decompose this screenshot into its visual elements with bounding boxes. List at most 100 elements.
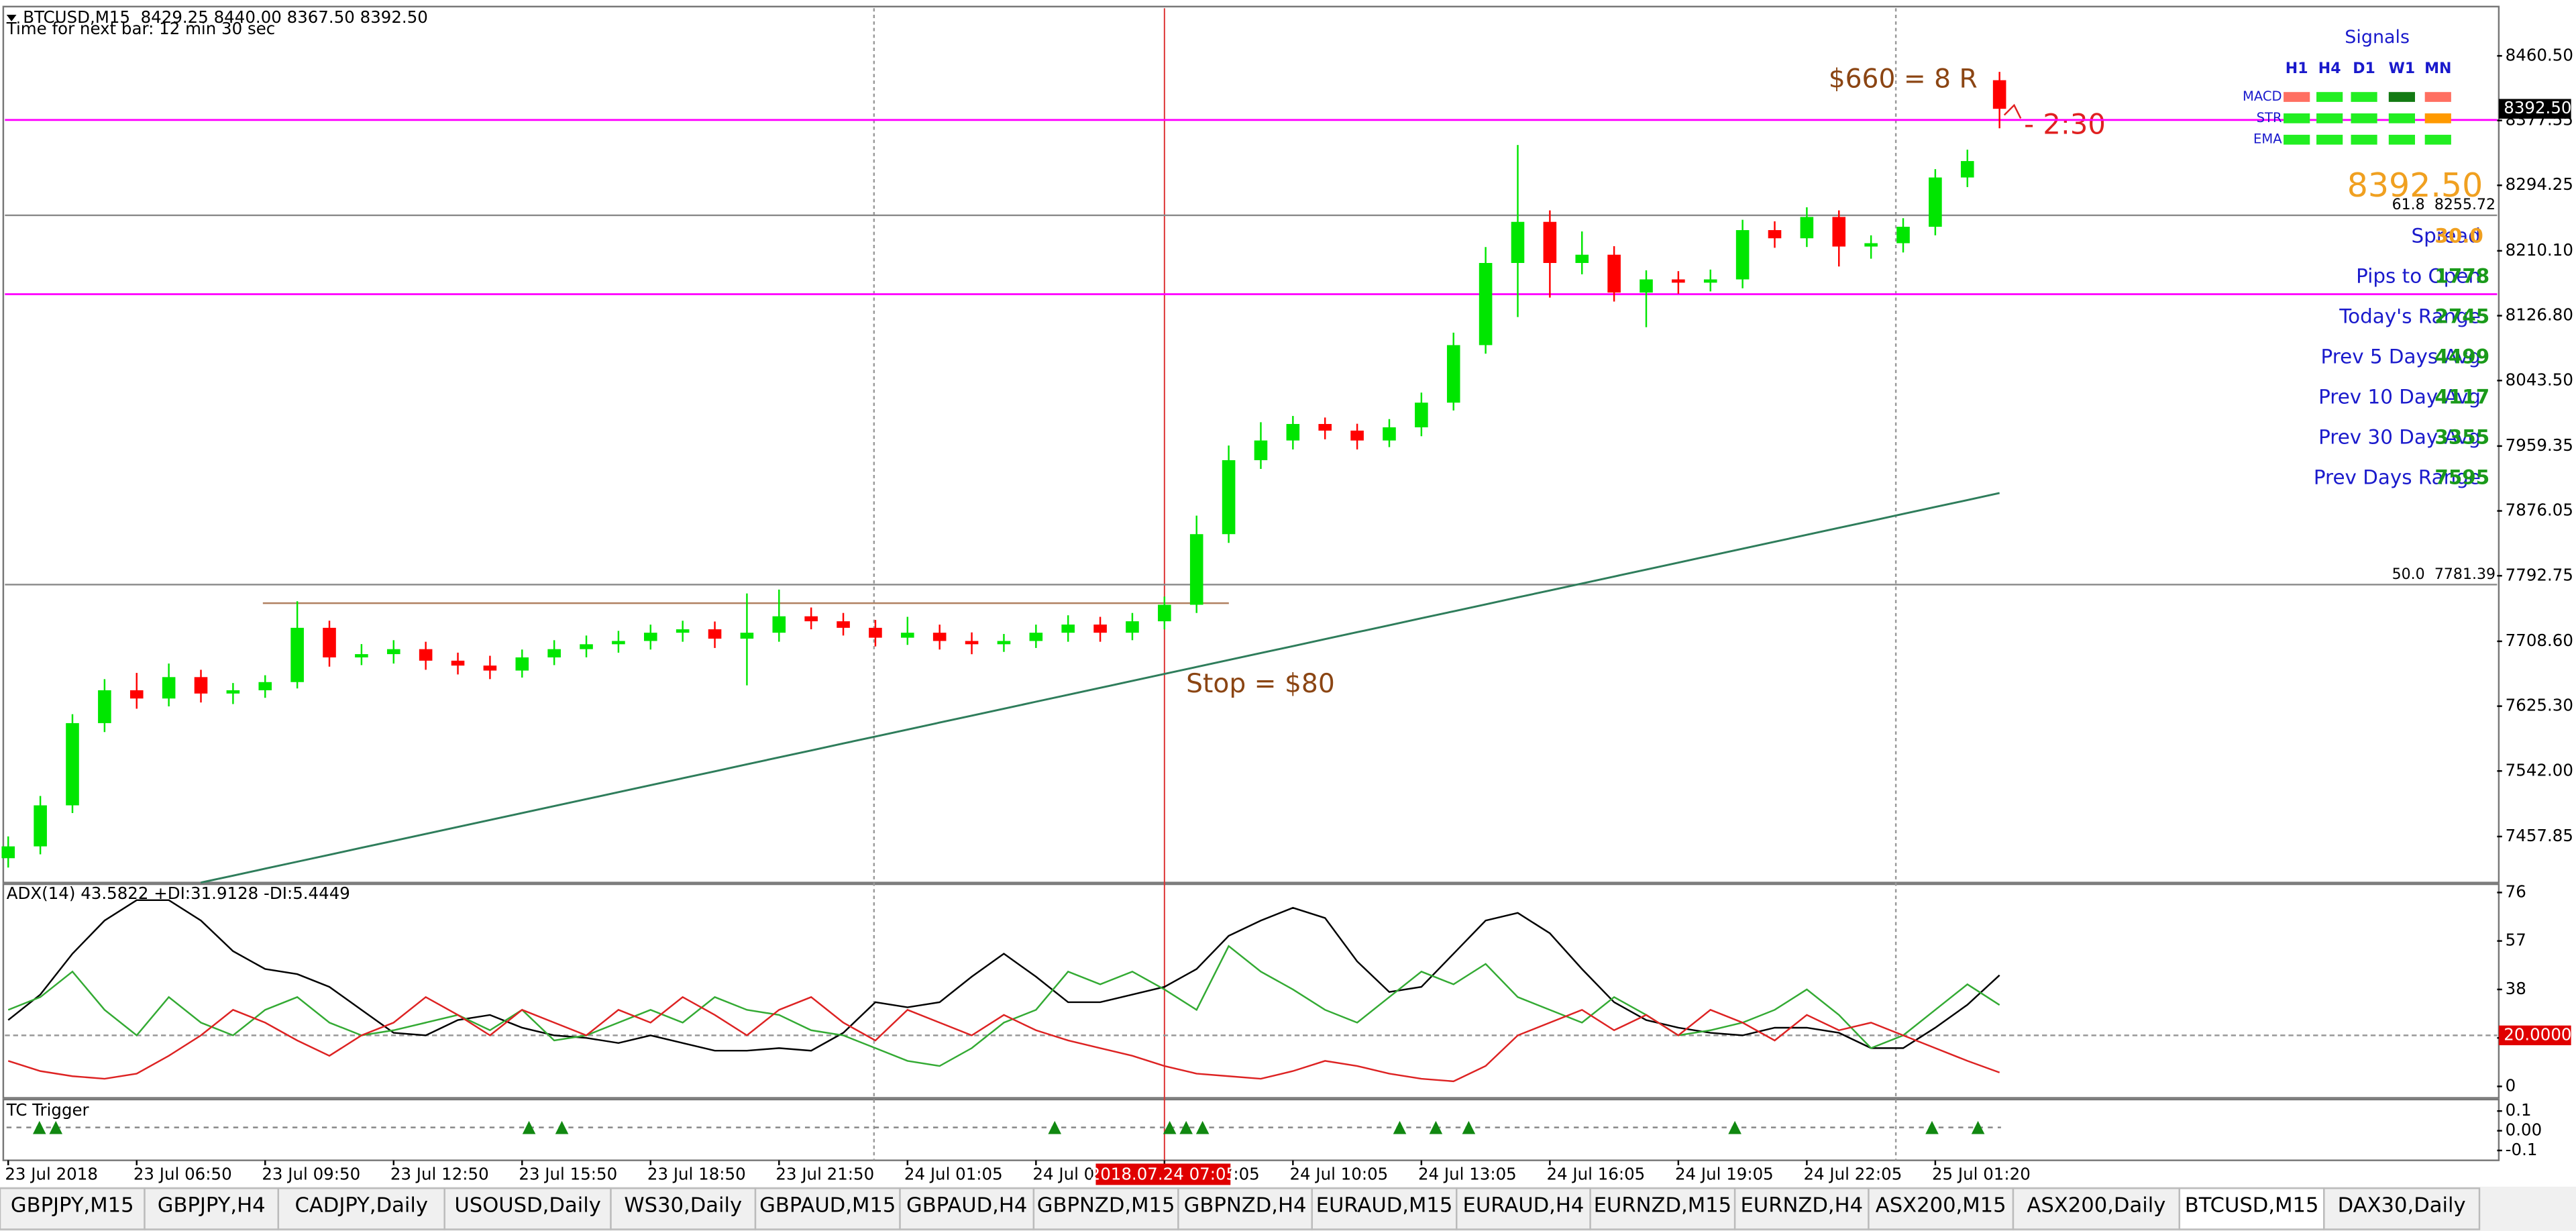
tab-label[interactable]: ASX200,M15: [1876, 1194, 2006, 1218]
x-tick-label: 23 Jul 06:50: [133, 1165, 232, 1184]
x-tick-label: 25 Jul 01:20: [1932, 1165, 2031, 1184]
y-tick-label: 7457.85: [2506, 826, 2573, 845]
tab-label[interactable]: GBPJPY,M15: [11, 1194, 134, 1218]
signal-column: H4: [2318, 60, 2341, 77]
signal-box: [2316, 113, 2343, 123]
tab-background[interactable]: [2323, 1187, 2481, 1230]
tab-background[interactable]: [754, 1187, 901, 1230]
y-tick-label: 38: [2506, 979, 2526, 998]
tab-label[interactable]: BTCUSD,M15: [2185, 1194, 2319, 1218]
tab[interactable]: GBPAUD,M15: [754, 1187, 901, 1230]
info-label: Prev 10 Day Avg: [2318, 385, 2481, 408]
tab[interactable]: WS30,Daily: [610, 1187, 757, 1230]
signal-box: [2424, 113, 2451, 123]
candle-body: [1960, 161, 1974, 178]
x-tick-label: 23 Jul 15:50: [519, 1165, 617, 1184]
info-label: Spread: [2412, 224, 2481, 247]
tab[interactable]: EURAUD,H4: [1456, 1187, 1591, 1230]
signal-box: [2351, 113, 2377, 123]
tab-background[interactable]: [443, 1187, 612, 1230]
signal-box: [2316, 92, 2343, 102]
tab[interactable]: EURAUD,M15: [1311, 1187, 1458, 1230]
tab-label[interactable]: EURAUD,H4: [1463, 1194, 1585, 1218]
info-value: 30.0: [2434, 224, 2483, 247]
tab-background[interactable]: [277, 1187, 445, 1230]
tab[interactable]: DAX30,Daily: [2323, 1187, 2481, 1230]
candle-body: [1735, 230, 1750, 280]
candle-body: [965, 641, 979, 645]
candle-body: [1896, 227, 1910, 244]
tab-label[interactable]: ASX200,Daily: [2027, 1194, 2165, 1218]
candle-body: [386, 649, 400, 655]
crosshair-box: [1095, 1163, 1231, 1185]
tab-label[interactable]: EURNZD,M15: [1594, 1194, 1732, 1218]
info-price: 8392.50: [2347, 166, 2483, 205]
tab-label[interactable]: GBPAUD,H4: [906, 1194, 1027, 1218]
tc-arrow: [1971, 1120, 1985, 1134]
tab-label[interactable]: GBPJPY,H4: [158, 1194, 266, 1218]
candle-body: [676, 629, 690, 633]
tab-background[interactable]: [0, 1187, 146, 1230]
tab-label[interactable]: GBPNZD,M15: [1037, 1194, 1175, 1218]
signal-column: D1: [2353, 60, 2375, 77]
tab[interactable]: GBPJPY,M15: [0, 1187, 146, 1230]
tab-label[interactable]: GBPAUD,M15: [759, 1194, 896, 1218]
fibo-ratio: 61.8: [2392, 197, 2425, 213]
indicator-line: [7, 899, 2000, 1052]
candle-body: [515, 657, 529, 671]
tab[interactable]: GBPJPY,H4: [144, 1187, 280, 1230]
tab-background[interactable]: [1177, 1187, 1313, 1230]
tab-label[interactable]: EURNZD,H4: [1740, 1194, 1863, 1218]
tc-arrow: [522, 1120, 536, 1134]
tab-background[interactable]: [1032, 1187, 1179, 1230]
tab-background[interactable]: [1589, 1187, 1736, 1230]
candle-body: [1929, 177, 1942, 227]
tab-label[interactable]: CADJPY,Daily: [295, 1194, 429, 1218]
y-tick-label: 8126.80: [2506, 305, 2573, 325]
candle-body: [1093, 624, 1107, 633]
tab-background[interactable]: [1868, 1187, 2015, 1230]
tab-label[interactable]: WS30,Daily: [624, 1194, 742, 1218]
tab[interactable]: CADJPY,Daily: [277, 1187, 445, 1230]
tab-background[interactable]: [1311, 1187, 1458, 1230]
tab[interactable]: GBPNZD,H4: [1177, 1187, 1313, 1230]
tab[interactable]: BTCUSD,M15: [2178, 1187, 2325, 1230]
x-tick-label: 24 Jul 22:05: [1803, 1165, 1902, 1184]
tab[interactable]: USOUSD,Daily: [443, 1187, 612, 1230]
x-tick-label: 24 Jul 01:05: [904, 1165, 1003, 1184]
info-value: 7595: [2434, 466, 2489, 488]
candle-body: [644, 633, 657, 641]
x-tick-label: 24 Jul 19:05: [1675, 1165, 1774, 1184]
candle-body: [1768, 230, 1782, 239]
tc-arrow: [555, 1120, 569, 1134]
tab[interactable]: GBPAUD,H4: [899, 1187, 1035, 1230]
tab-label[interactable]: EURAUD,M15: [1316, 1194, 1453, 1218]
candle-body: [1479, 263, 1493, 345]
tab-label[interactable]: DAX30,Daily: [2338, 1194, 2466, 1218]
candle-body: [1254, 440, 1268, 460]
candle-body: [98, 690, 111, 723]
tab-background[interactable]: [1733, 1187, 1870, 1230]
tab-background[interactable]: [144, 1187, 280, 1230]
tab-label[interactable]: GBPNZD,H4: [1184, 1194, 1307, 1218]
y-tick-label: 7542.00: [2506, 760, 2573, 780]
info-value: 4499: [2434, 345, 2489, 368]
signal-box: [2424, 92, 2451, 102]
tab[interactable]: ASX200,M15: [1868, 1187, 2015, 1230]
tab[interactable]: ASX200,Daily: [2012, 1187, 2181, 1230]
candle-body: [1800, 217, 1814, 239]
candle-body: [1318, 424, 1332, 431]
tab[interactable]: GBPNZD,M15: [1032, 1187, 1179, 1230]
info-value: 3355: [2434, 425, 2489, 448]
info-value: 4117: [2434, 385, 2489, 408]
tab-background[interactable]: [1456, 1187, 1591, 1230]
tc-arrows: [32, 1120, 1985, 1134]
candle-body: [194, 677, 208, 694]
x-tick-label: 23 Jul 18:50: [647, 1165, 746, 1184]
tab-label[interactable]: USOUSD,Daily: [454, 1194, 600, 1218]
signal-box: [2316, 134, 2343, 145]
tab[interactable]: EURNZD,M15: [1589, 1187, 1736, 1230]
candle-body: [869, 627, 882, 638]
tab[interactable]: EURNZD,H4: [1733, 1187, 1870, 1230]
